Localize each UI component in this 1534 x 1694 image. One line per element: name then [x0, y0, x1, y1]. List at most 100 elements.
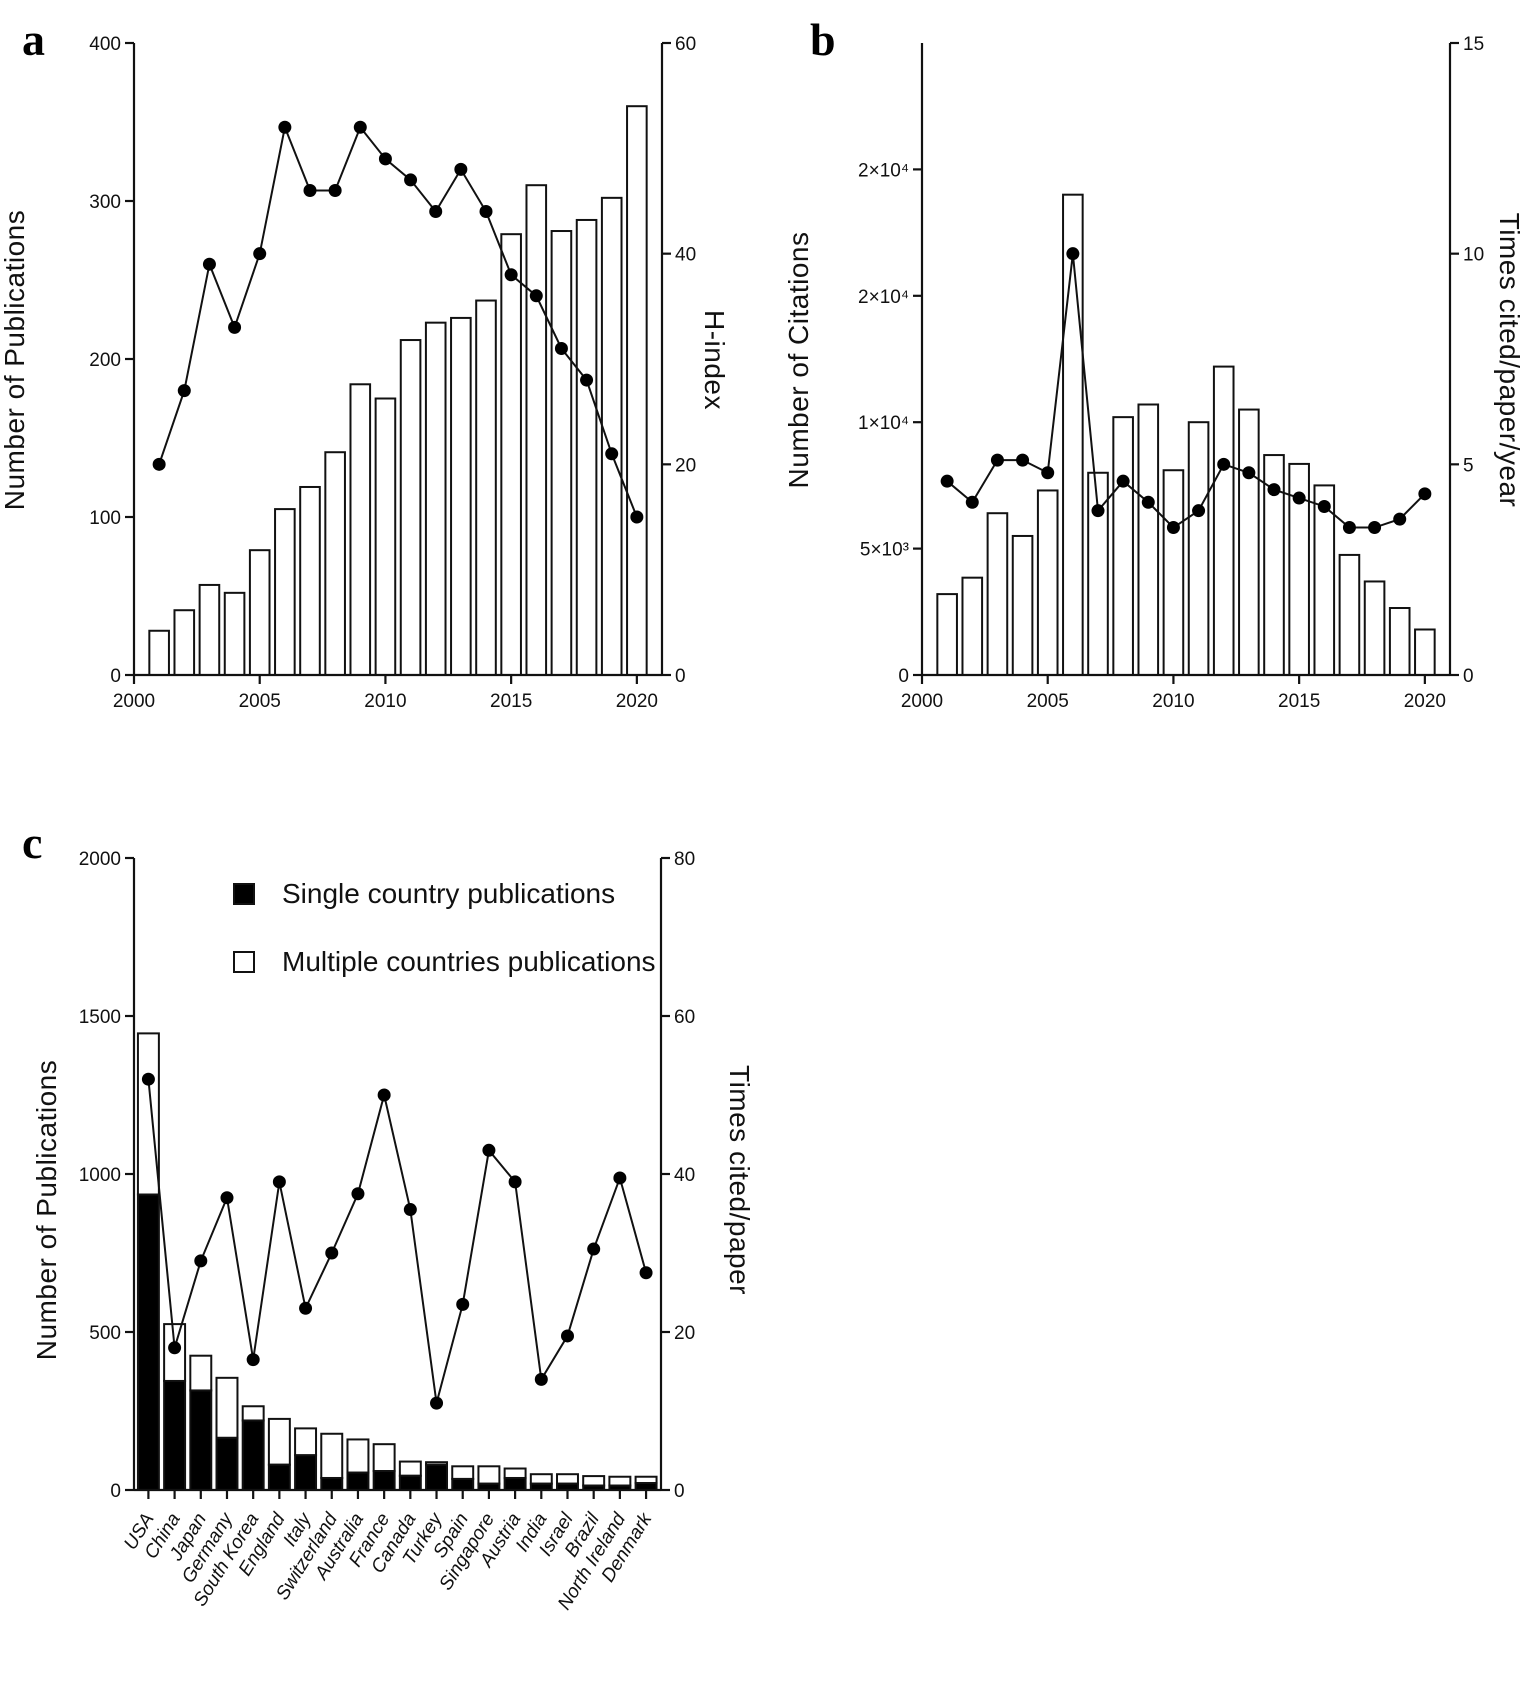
c-bar-multi-9	[372, 1443, 396, 1473]
c-point-17	[587, 1242, 601, 1256]
b-bar-2003	[986, 512, 1009, 677]
c-bar-multi-3	[215, 1376, 239, 1439]
panel-c-ylabel: Number of Publications	[31, 1060, 62, 1360]
a-point-2015	[504, 268, 518, 282]
b-point-2017	[1342, 521, 1356, 535]
panel-a: a 0 100 200 300 400 0 20 40 60 2000 2005 2010 2015 20…	[0, 14, 730, 712]
a-point-2017	[554, 341, 568, 355]
b-point-2001	[940, 474, 954, 488]
b-ytick-label-4: 2×10⁴	[858, 160, 909, 181]
panel-c-y2label: Times cited/paper	[724, 1065, 755, 1295]
a-bar-2011	[399, 339, 422, 676]
panel-b: b 0 5×10³ 1×10⁴ 2×10⁴ 2×10⁴ 0 5 10 15 2000 2005 201…	[783, 14, 1525, 712]
b-bar-2006	[1062, 193, 1084, 676]
b-bar-2018	[1363, 580, 1386, 676]
c-y2tick-label-0: 0	[674, 1481, 685, 1502]
c-bar-multi-18	[608, 1475, 632, 1487]
a-point-2019	[605, 447, 619, 461]
a-bar-2005	[248, 549, 271, 676]
b-ytick-label-0: 0	[898, 666, 909, 687]
b-point-2015	[1292, 491, 1306, 505]
c-line	[147, 1079, 648, 1404]
c-bar-single-12	[451, 1477, 475, 1491]
c-bar-multi-10	[398, 1460, 422, 1477]
c-ytick-label-0: 0	[110, 1481, 121, 1502]
c-point-14	[508, 1175, 522, 1189]
c-ytick-label-2: 1000	[79, 1165, 121, 1186]
c-bar-single-0	[136, 1193, 160, 1492]
b-bar-2001	[936, 593, 958, 676]
b-bar-2017	[1338, 553, 1361, 676]
c-bar-multi-17	[582, 1475, 606, 1487]
b-xtick-label-3: 2015	[1278, 691, 1320, 712]
a-point-2014	[479, 205, 493, 219]
a-point-2006	[278, 120, 292, 134]
a-point-2001	[152, 457, 166, 471]
b-bar-2013	[1238, 408, 1260, 676]
b-ytick-label-2: 1×10⁴	[858, 413, 909, 434]
c-bar-multi-16	[556, 1473, 579, 1485]
a-bar-2016	[525, 184, 548, 676]
c-point-10	[403, 1203, 417, 1217]
b-xtick-label-2: 2010	[1152, 691, 1194, 712]
c-point-2	[194, 1254, 208, 1268]
c-point-19	[639, 1266, 653, 1280]
c-y2tick-label-4: 80	[674, 849, 695, 870]
c-point-15	[534, 1372, 548, 1386]
c-point-9	[377, 1088, 391, 1102]
a-point-2005	[253, 247, 267, 261]
c-ytick-label-3: 1500	[79, 1007, 121, 1028]
c-bar-multi-15	[529, 1473, 553, 1485]
a-bar-2020	[626, 105, 648, 676]
c-bar-multi-14	[503, 1467, 527, 1479]
b-bar-2011	[1187, 421, 1210, 677]
c-bar-multi-6	[294, 1427, 318, 1457]
panel-a-y2label: H-index	[699, 310, 730, 410]
a-xtick-label-0: 2000	[113, 691, 155, 712]
b-xtick-label-4: 2020	[1404, 691, 1446, 712]
a-y2tick-label-3: 60	[675, 34, 696, 55]
b-bar-2002	[961, 576, 984, 676]
c-bar-single-8	[346, 1471, 370, 1491]
b-xtick-label-1: 2005	[1027, 691, 1069, 712]
b-bar-2012	[1212, 365, 1235, 676]
c-point-5	[272, 1175, 286, 1189]
a-bar-2015	[500, 233, 522, 676]
a-bar-2008	[324, 451, 346, 676]
b-xtick-label-0: 2000	[901, 691, 943, 712]
c-bar-single-7	[320, 1476, 344, 1491]
legend-single-swatch	[233, 883, 255, 905]
c-ytick-label-1: 500	[89, 1323, 121, 1344]
b-bar-2005	[1036, 489, 1059, 676]
b-point-2008	[1116, 474, 1130, 488]
b-bar-2016	[1313, 484, 1336, 676]
b-point-2014	[1267, 483, 1281, 497]
c-bar-multi-8	[346, 1438, 370, 1474]
a-point-2010	[378, 152, 392, 166]
a-point-2012	[429, 205, 443, 219]
c-bar-multi-12	[451, 1465, 475, 1480]
b-y2tick-label-0: 0	[1463, 666, 1474, 687]
c-bar-single-6	[294, 1454, 318, 1491]
c-point-8	[351, 1187, 365, 1201]
b-point-2010	[1166, 521, 1180, 535]
a-point-2004	[228, 320, 242, 334]
c-bar-single-11	[425, 1463, 449, 1491]
c-bar-multi-5	[267, 1417, 291, 1466]
b-y2tick-label-3: 15	[1463, 34, 1484, 55]
c-bar-single-9	[372, 1470, 396, 1492]
b-bar-2019	[1388, 607, 1411, 676]
c-bar-multi-13	[477, 1465, 501, 1485]
a-xtick-label-2: 2010	[364, 691, 406, 712]
c-bar-single-4	[241, 1419, 265, 1491]
a-bar-2010	[374, 397, 397, 676]
panel-b-label: b	[810, 14, 836, 65]
a-y2tick-label-0: 0	[675, 666, 686, 687]
c-bar-multi-2	[189, 1354, 213, 1392]
c-y2tick-label-2: 40	[674, 1165, 695, 1186]
c-point-12	[456, 1297, 470, 1311]
b-point-2018	[1368, 521, 1382, 535]
a-bar-2001	[148, 629, 170, 677]
panel-a-label: a	[22, 14, 45, 65]
c-y2tick-label-3: 60	[674, 1007, 695, 1028]
